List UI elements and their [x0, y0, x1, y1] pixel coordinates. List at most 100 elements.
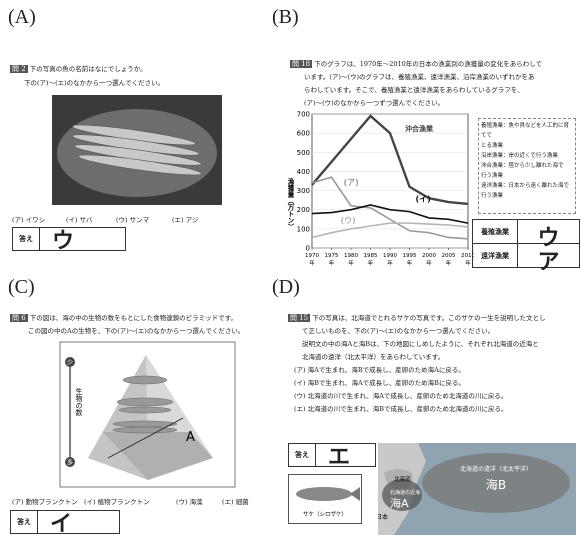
map-label: 北海道の近海: [390, 489, 420, 496]
y-tick-label: 0: [306, 245, 310, 253]
bottom-label: 多: [67, 459, 73, 467]
choice: (エ) 細菌: [222, 496, 249, 506]
axis-label: 生物の数: [75, 387, 83, 417]
x-tick-label: 1980: [344, 253, 358, 259]
x-tick-unit: 年: [348, 259, 354, 267]
question-number: 問 18: [290, 60, 312, 68]
x-tick-label: 2005: [442, 253, 456, 259]
y-tick-label: 400: [297, 168, 310, 176]
choice: (エ) アジ: [172, 214, 198, 224]
map-label: 北海道の遠洋（北太平洋）: [460, 465, 532, 473]
answer-label: 答え: [13, 228, 40, 250]
answer: ア: [518, 244, 579, 267]
x-tick-unit: 年: [368, 259, 374, 267]
map-label: 海B: [486, 477, 506, 492]
line-series: [312, 177, 468, 239]
pyramid-diagram: 少 多 生物の数 A: [48, 340, 248, 490]
question-text: います。(ア)〜(ウ)のグラフは、養殖漁業、遠洋漁業、沿岸漁業のいずれかをあ: [290, 71, 542, 84]
question-text: 下の図は、海の中の生物の数をもとにした食物連鎖のピラミッドです。: [30, 314, 237, 322]
question: 問 18 下のグラフは、1970年〜2010年の日本の漁業別の漁獲量の変化をあら…: [290, 58, 542, 110]
x-tick-unit: 年: [329, 259, 335, 267]
answer-box: 答えウ: [12, 227, 126, 251]
answer: イ: [38, 511, 119, 533]
answer: ウ: [40, 228, 125, 250]
line-series: [312, 205, 468, 223]
y-tick-label: 200: [297, 206, 310, 214]
note: 養殖漁業：魚や貝などを人工的に育てて: [481, 121, 573, 141]
question-text: この図の中のAの生物を、下の(ア)〜(エ)のなかから一つ選んでください。: [10, 325, 244, 338]
y-tick-label: 600: [297, 130, 310, 138]
series-label: (ア): [344, 178, 359, 187]
question-text: 下の写真の魚の名前はなにでしょうか。: [30, 65, 147, 73]
x-tick-unit: 年: [387, 259, 393, 267]
y-tick-label: 100: [297, 225, 310, 233]
panel-label: (D): [272, 276, 300, 299]
note: 沿岸漁業：岸の近くで行う漁業: [481, 151, 573, 161]
choice: (イ) 海Bで生まれ、海Aで成長し、産卵のため海Bに戻る。: [288, 377, 546, 390]
map-label: 日本: [378, 513, 388, 521]
top-label: 少: [67, 360, 73, 367]
map: 北海道 北海道の近海 海A 日本 北海道の遠洋（北太平洋） 海B: [378, 443, 576, 535]
choice: (ウ) 海藻: [176, 496, 203, 506]
answer: エ: [316, 444, 375, 466]
page: (A) 問 2 下の写真の魚の名前はなにでしょうか。 下の(ア)〜(エ)のなかか…: [0, 0, 581, 537]
choice: (ア) イワシ: [12, 214, 45, 224]
note: とる漁業: [481, 141, 573, 151]
question-text: 下の写真は、北海道でとれるサケの写真です。このサケの一生を説明した文とし: [312, 314, 545, 322]
panel-label: (C): [8, 276, 35, 299]
x-tick-label: 1985: [364, 253, 378, 259]
map-label: 海A: [390, 496, 409, 510]
y-tick-label: 700: [297, 111, 310, 119]
answer-box: 答えイ: [10, 510, 120, 534]
question-number: 問 2: [10, 65, 28, 73]
question-text: て正しいものを、下の(ア)〜(エ)のなかから一つ選んでください。: [288, 325, 546, 338]
choice: (ウ) 北海道の川で生まれ、海Aで成長し、産卵のため北海道の川に戻る。: [288, 390, 546, 403]
question: 問 15 下の写真は、北海道でとれるサケの写真です。このサケの一生を説明した文と…: [288, 312, 546, 416]
question-line: 問 6 下の図は、海の中の生物の数をもとにした食物連鎖のピラミッドです。: [10, 312, 244, 325]
map-label: 北海道: [394, 475, 411, 483]
panel-label: (B): [272, 6, 299, 29]
x-tick-label: 2000: [422, 253, 436, 259]
panel-label: (A): [8, 6, 36, 29]
choice: (イ) 植物プランクトン: [84, 496, 150, 506]
question-text: らわしています。そこで、養殖漁業と遠洋漁業をあらわしているグラフを、: [290, 84, 542, 97]
question-number: 問 15: [288, 314, 310, 322]
answer-label: 答え: [11, 511, 38, 533]
choice: (エ) 北海道の川で生まれ、海Bで成長し、産卵のため北海道の川に戻る。: [288, 403, 546, 416]
answer-table: 養殖漁業ウ 遠洋漁業ア: [472, 219, 580, 268]
note: 行う漁業: [481, 171, 573, 181]
x-tick-unit: 年: [465, 259, 471, 267]
answer-term: 養殖漁業: [473, 220, 518, 243]
question-number: 問 6: [10, 314, 28, 322]
y-tick-label: 300: [297, 187, 310, 195]
answer-box: 答えエ: [288, 443, 376, 467]
question-line: 問 15 下の写真は、北海道でとれるサケの写真です。このサケの一生を説明した文と…: [288, 312, 546, 325]
line-series: [312, 223, 468, 237]
answer-label: 答え: [289, 444, 316, 466]
question-text: 説明文の中の海Aと海Bは、下の地図にしめしたように、それぞれ北海道の近海と: [288, 338, 546, 351]
salmon-photo: サケ（シロザケ）: [288, 474, 362, 524]
question: 問 2 下の写真の魚の名前はなにでしょうか。: [10, 62, 147, 76]
x-tick-label: 1975: [325, 253, 339, 259]
x-tick-unit: 年: [446, 259, 452, 267]
note: 遠洋漁業：日本から遠く離れた海で: [481, 181, 573, 191]
x-tick-label: 1970: [305, 253, 319, 259]
fish-photo: [52, 95, 222, 205]
x-tick-label: 1995: [403, 253, 417, 259]
x-tick-unit: 年: [407, 259, 413, 267]
choice: (ウ) サンマ: [116, 214, 149, 224]
series-label: 沖合漁業: [405, 124, 434, 133]
notes-box: 養殖漁業：魚や貝などを人工的に育ててとる漁業沿岸漁業：岸の近くで行う漁業沖合漁業…: [478, 118, 576, 214]
question-line: 問 18 下のグラフは、1970年〜2010年の日本の漁業別の漁獲量の変化をあら…: [290, 58, 542, 71]
answer-row: 養殖漁業ウ: [473, 220, 579, 244]
question: 問 6 下の図は、海の中の生物の数をもとにした食物連鎖のピラミッドです。 この図…: [10, 312, 244, 338]
question-text: 下のグラフは、1970年〜2010年の日本の漁業別の漁獲量の変化をあらわして: [314, 60, 542, 68]
marker-label: A: [186, 430, 195, 445]
question-text: 下の(ア)〜(エ)のなかから一つ選んでください。: [24, 76, 164, 90]
choice: (ア) 動物プランクトン: [12, 496, 78, 506]
answer-row: 遠洋漁業ア: [473, 244, 579, 267]
x-tick-unit: 年: [309, 259, 315, 267]
series-label: (ウ): [341, 216, 356, 225]
note: 行う漁業: [481, 191, 573, 201]
x-tick-unit: 年: [426, 259, 432, 267]
